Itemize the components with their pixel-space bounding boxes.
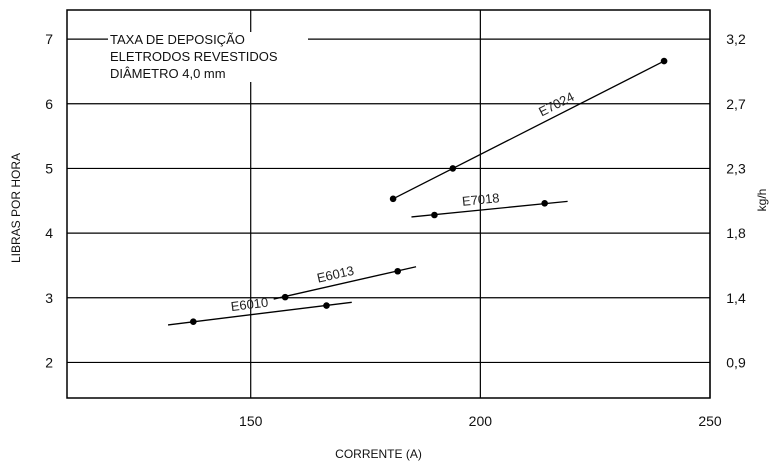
y2-tick-label: 3,2 [726,31,746,47]
series-line-E6013 [273,266,417,300]
y-tick-label: 5 [45,160,53,176]
y2-tick-label: 2,7 [726,96,746,112]
y-tick-label: 2 [45,354,53,370]
y2-axis-label: kg/h [755,189,769,212]
y-tick-label: 4 [45,225,53,241]
data-point-E6013 [281,293,289,301]
series-line-E6010 [167,301,352,326]
data-point-E7024 [660,57,668,65]
data-point-E7018 [541,200,548,207]
title-background [108,32,308,82]
series-line-E7024 [392,60,665,200]
data-point-E6010 [190,318,197,325]
series-E6010: E6010 [167,295,352,326]
y-tick-label: 7 [45,31,53,47]
x-tick-label: 150 [239,413,263,429]
series-label-E7024: E7024 [536,89,576,119]
y2-tick-label: 1,8 [726,225,746,241]
ticks-layer: 2 3 4 5 6 7 150 200 250 0,9 1,4 1,8 2,3 2,7 3,2 [45,31,746,429]
y2-tick-label: 1,4 [726,290,746,306]
data-point-E7024 [449,165,457,172]
data-point-E7018 [431,211,438,219]
series-E7018: E7018 [411,190,568,219]
y-tick-label: 6 [45,96,53,112]
series-E7024: E7024 [389,57,668,203]
plot-frame [66,9,711,399]
x-tick-label: 200 [469,413,493,429]
x-axis-label: CORRENTE (A) [335,447,422,461]
series-label-E7018: E7018 [461,190,500,209]
y-axis-label: LIBRAS POR HORA [9,153,23,263]
title-line-2: ELETRODOS REVESTIDOS [110,49,278,64]
title-line-3: DIÂMETRO 4,0 mm [110,66,226,81]
title-line-1: TAXA DE DEPOSIÇÃO [110,32,245,47]
data-point-E6013 [394,267,401,275]
chart-title: TAXA DE DEPOSIÇÃO ELETRODOS REVESTIDOS D… [108,32,308,82]
data-point-E6010 [323,302,330,309]
series-E6013: E6013 [273,263,417,301]
y2-tick-label: 2,3 [726,160,746,176]
data-point-E7024 [389,195,397,203]
x-tick-label: 250 [698,413,722,429]
y-tick-label: 3 [45,290,53,306]
y2-tick-label: 0,9 [726,354,746,370]
series-label-E6010: E6010 [230,295,269,314]
